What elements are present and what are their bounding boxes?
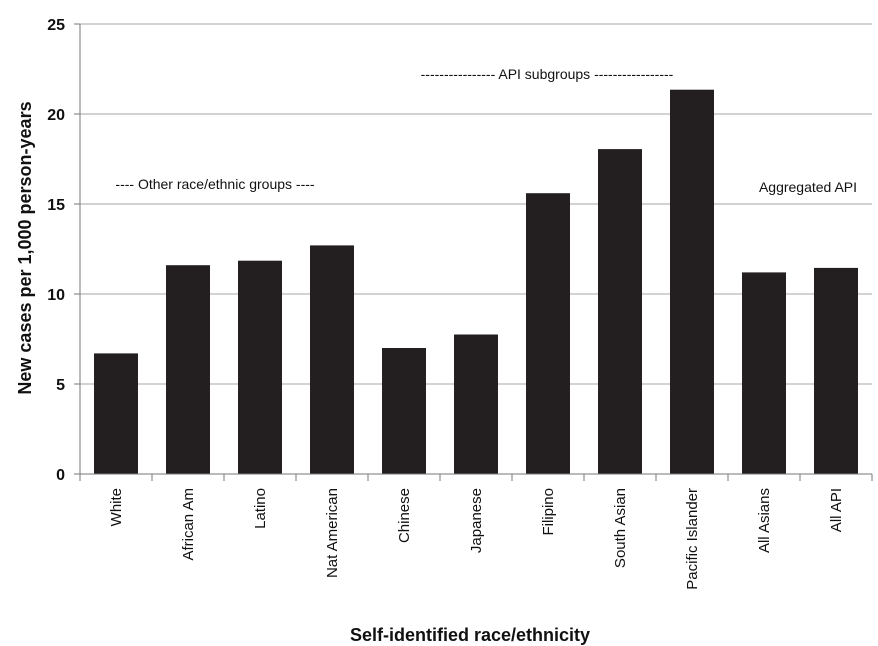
y-tick-label: 25 (47, 17, 65, 34)
category-label: Pacific Islander (684, 488, 701, 590)
bar-chinese (382, 348, 426, 474)
bar-african-am (166, 265, 210, 474)
category-label: African Am (180, 488, 197, 561)
category-label: Filipino (540, 488, 557, 536)
annotation-other-groups: ---- Other race/ethnic groups ---- (115, 176, 314, 192)
category-label: South Asian (612, 488, 629, 568)
category-label: Nat American (324, 488, 341, 578)
category-label: Latino (252, 488, 269, 529)
bar-japanese (454, 334, 498, 474)
category-labels: White African Am Latino Nat American Chinese… (108, 488, 845, 590)
gridlines (74, 23, 872, 475)
bars (94, 89, 858, 474)
category-label: Chinese (396, 488, 413, 543)
y-tick-labels: 0 5 10 15 20 25 (47, 17, 65, 484)
bar-latino (238, 260, 282, 474)
y-tick-label: 10 (47, 287, 65, 304)
annotation-api-subgroups: ---------------- API subgroups ---------… (421, 66, 674, 82)
bar-all-api (814, 267, 858, 474)
annotation-aggregated-api: Aggregated API (759, 179, 857, 195)
bar-white (94, 353, 138, 474)
x-tick-marks (79, 474, 873, 481)
category-label: All Asians (756, 488, 773, 553)
x-axis-title: Self-identified race/ethnicity (350, 625, 590, 645)
category-label: White (108, 488, 125, 526)
bar-pacific-islander (670, 89, 714, 474)
category-label: All API (828, 488, 845, 532)
y-tick-label: 5 (56, 377, 65, 394)
bar-all-asians (742, 272, 786, 474)
bar-south-asian (598, 149, 642, 474)
bar-filipino (526, 193, 570, 474)
y-tick-label: 0 (56, 467, 65, 484)
y-axis-title: New cases per 1,000 person-years (15, 101, 35, 394)
y-tick-label: 15 (47, 197, 65, 214)
bar-nat-american (310, 245, 354, 474)
category-label: Japanese (468, 488, 485, 553)
y-tick-label: 20 (47, 107, 65, 124)
